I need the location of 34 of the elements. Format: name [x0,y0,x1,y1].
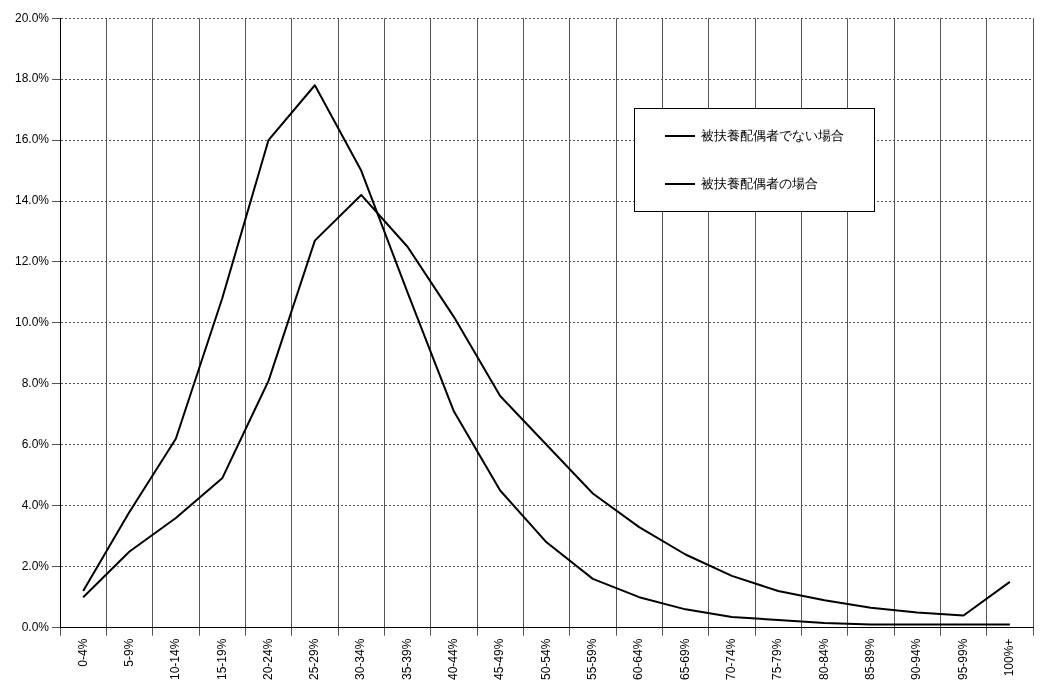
x-tick-label: 90-94% [909,638,924,681]
y-tick-label: 18.0% [14,71,50,86]
x-tick-label: 40-44% [446,638,461,681]
y-tick-label: 2.0% [21,559,50,574]
x-tick-label: 60-64% [631,638,646,681]
y-tick-label: 16.0% [14,132,50,147]
x-tick-label: 65-69% [677,638,692,681]
y-tick-label: 4.0% [21,498,50,513]
x-tick-label: 50-54% [538,638,553,681]
x-tick-label: 55-59% [585,638,600,681]
y-tick-label: 10.0% [14,315,50,330]
x-tick-label: 70-74% [724,638,739,681]
x-tick-label: 95-99% [955,638,970,681]
x-tick-label: 100%+ [1002,638,1017,677]
x-tick-label: 0-4% [75,638,90,667]
y-tick-label: 8.0% [21,376,50,391]
x-tick-label: 5-9% [121,638,136,667]
y-tick-label: 0.0% [21,619,50,634]
x-tick-label: 80-84% [816,638,831,681]
x-tick-label: 85-89% [863,638,878,681]
x-tick-label: 10-14% [168,638,183,681]
x-tick-label: 30-34% [353,638,368,681]
y-tick-label: 20.0% [14,10,50,25]
x-tick-label: 15-19% [214,638,229,681]
x-tick-label: 75-79% [770,638,785,681]
legend-label: 被扶養配偶者でない場合 [701,127,844,145]
legend-label: 被扶養配偶者の場合 [701,175,818,193]
x-tick-label: 35-39% [399,638,414,681]
x-tick-label: 45-49% [492,638,507,681]
x-tick-label: 20-24% [260,638,275,681]
y-tick-label: 6.0% [21,437,50,452]
y-tick-label: 12.0% [14,254,50,269]
y-tick-label: 14.0% [14,193,50,208]
x-tick-label: 25-29% [307,638,322,681]
